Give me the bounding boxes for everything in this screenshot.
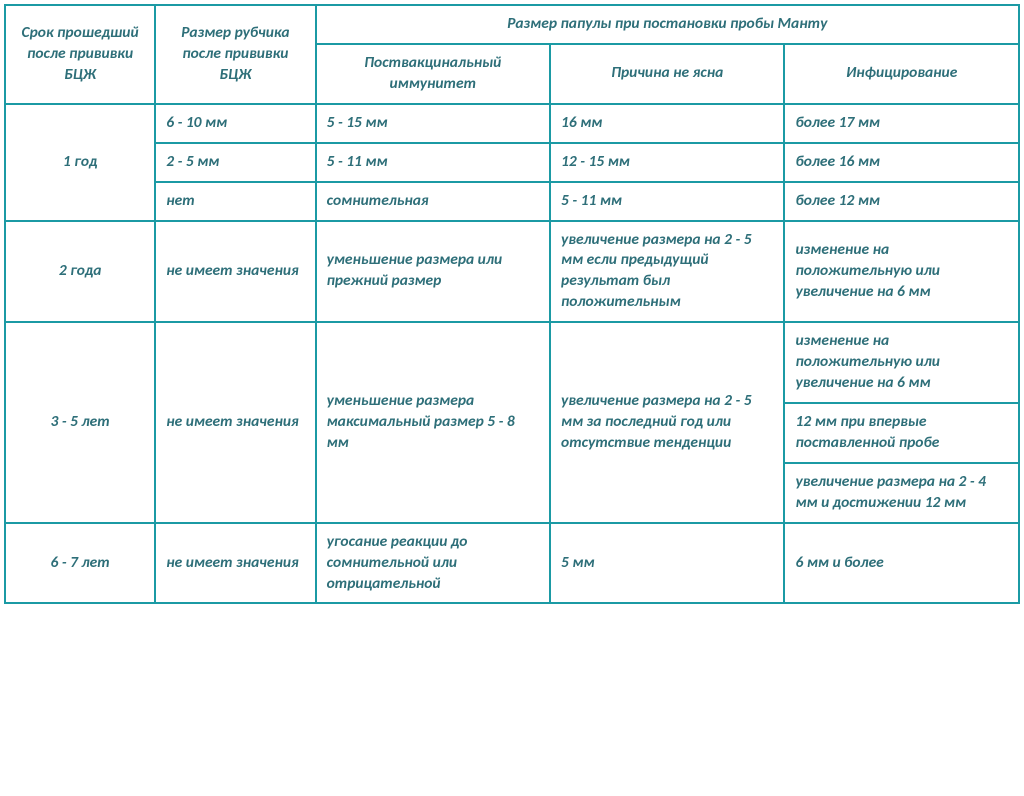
- cell-r3-unc: увеличение размера на 2 - 5 мм за послед…: [550, 322, 784, 522]
- cell-r2-inf: изменение на положительную или увеличени…: [784, 221, 1019, 323]
- cell-r3-inf-a: изменение на положительную или увеличени…: [784, 322, 1019, 403]
- cell-r4-scar: не имеет значения: [155, 523, 315, 604]
- cell-r3-inf-c: увеличение размера на 2 - 4 мм и достиже…: [784, 463, 1019, 523]
- cell-r4-imm: угосание реакции до сомнительной или отр…: [316, 523, 550, 604]
- cell-r4-unc: 5 мм: [550, 523, 784, 604]
- cell-r4-inf: 6 мм и более: [784, 523, 1019, 604]
- cell-r1a-inf: более 17 мм: [784, 104, 1019, 143]
- cell-r1b-scar: 2 - 5 мм: [155, 143, 315, 182]
- header-immunity: Поствакцинальный иммунитет: [316, 44, 550, 104]
- cell-r2-unc: увеличение размера на 2 - 5 мм если пред…: [550, 221, 784, 323]
- cell-r1c-imm: сомнительная: [316, 182, 550, 221]
- cell-r1a-unc: 16 мм: [550, 104, 784, 143]
- cell-r1b-unc: 12 - 15 мм: [550, 143, 784, 182]
- cell-r3-imm: уменьшение размера максимальный размер 5…: [316, 322, 550, 522]
- cell-period-3: 3 - 5 лет: [5, 322, 155, 522]
- cell-r1c-unc: 5 - 11 мм: [550, 182, 784, 221]
- cell-r1b-imm: 5 - 11 мм: [316, 143, 550, 182]
- cell-r1a-scar: 6 - 10 мм: [155, 104, 315, 143]
- cell-r1c-scar: нет: [155, 182, 315, 221]
- cell-period-2: 2 года: [5, 221, 155, 323]
- cell-period-4: 6 - 7 лет: [5, 523, 155, 604]
- header-scar: Размер рубчика после прививки БЦЖ: [155, 5, 315, 104]
- cell-r3-inf-b: 12 мм при впервые поставленной пробе: [784, 403, 1019, 463]
- header-period: Срок прошедший после прививки БЦЖ: [5, 5, 155, 104]
- cell-r2-scar: не имеет значения: [155, 221, 315, 323]
- cell-r2-imm: уменьшение размера или прежний размер: [316, 221, 550, 323]
- cell-r1a-imm: 5 - 15 мм: [316, 104, 550, 143]
- cell-period-1: 1 год: [5, 104, 155, 221]
- header-group: Размер папулы при постановки пробы Манту: [316, 5, 1019, 44]
- cell-r3-scar: не имеет значения: [155, 322, 315, 522]
- cell-r1b-inf: более 16 мм: [784, 143, 1019, 182]
- header-infection: Инфицирование: [784, 44, 1019, 104]
- cell-r1c-inf: более 12 мм: [784, 182, 1019, 221]
- mantoux-table: Срок прошедший после прививки БЦЖ Размер…: [4, 4, 1020, 604]
- header-uncertain: Причина не ясна: [550, 44, 784, 104]
